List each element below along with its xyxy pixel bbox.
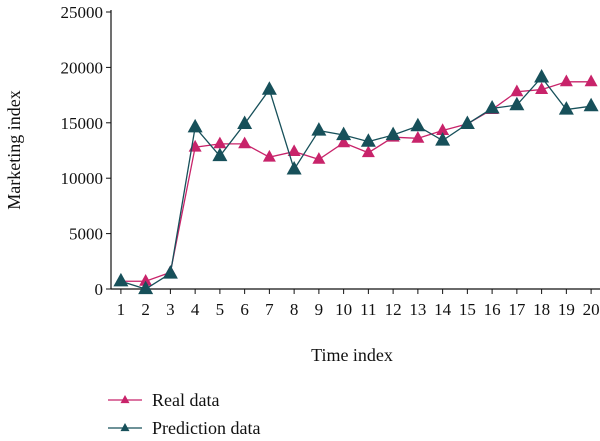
data-point <box>410 117 426 132</box>
x-tick-label: 5 <box>216 300 225 319</box>
data-point <box>187 118 203 133</box>
legend-marker <box>120 422 130 432</box>
x-tick-label: 2 <box>141 300 150 319</box>
y-axis-ticks: 0 5000 10000 15000 20000 25000 <box>61 3 111 299</box>
data-point <box>436 123 450 136</box>
x-tick-label: 3 <box>166 300 175 319</box>
series-2 <box>113 69 599 295</box>
x-tick-label: 12 <box>385 300 402 319</box>
data-point <box>558 101 574 115</box>
x-tick-label: 1 <box>117 300 126 319</box>
data-point <box>113 272 129 287</box>
data-point <box>385 126 401 141</box>
x-tick-label: 18 <box>533 300 550 319</box>
data-point <box>484 100 500 114</box>
data-point <box>435 132 451 146</box>
data-point <box>510 84 524 97</box>
legend-marker <box>120 394 130 404</box>
x-tick-label: 13 <box>409 300 426 319</box>
legend-item: Prediction data <box>108 418 260 438</box>
data-point <box>237 115 253 130</box>
data-point <box>584 74 598 87</box>
data-point <box>162 265 178 279</box>
data-point <box>262 149 276 162</box>
series-1 <box>114 74 598 286</box>
data-point <box>360 133 376 147</box>
x-tick-label: 19 <box>558 300 575 319</box>
data-point <box>312 152 326 164</box>
data-point <box>287 144 301 157</box>
x-tick-label: 15 <box>459 300 476 319</box>
legend-label: Prediction data <box>152 418 260 438</box>
data-point <box>286 160 302 175</box>
y-tick-label: 15000 <box>61 114 104 133</box>
data-point <box>212 147 228 162</box>
data-point <box>138 280 154 295</box>
chart-axes <box>110 10 600 290</box>
x-tick-label: 7 <box>265 300 274 319</box>
data-point <box>188 139 202 152</box>
x-tick-label: 17 <box>508 300 526 319</box>
x-tick-label: 20 <box>583 300 600 319</box>
y-tick-label: 5000 <box>69 225 103 244</box>
x-tick-label: 9 <box>315 300 324 319</box>
y-tick-label: 0 <box>95 280 104 299</box>
legend-label: Real data <box>152 390 219 410</box>
legend: Real data Prediction data <box>108 390 260 438</box>
data-point <box>459 115 475 130</box>
y-tick-label: 20000 <box>61 58 104 77</box>
data-point <box>583 97 599 112</box>
data-point <box>559 74 573 87</box>
data-point <box>238 136 252 149</box>
y-axis-label: Marketing index <box>4 90 24 209</box>
x-tick-label: 16 <box>484 300 501 319</box>
x-tick-label: 8 <box>290 300 299 319</box>
series-line <box>120 81 592 282</box>
y-tick-label: 25000 <box>61 3 104 22</box>
x-tick-label: 4 <box>191 300 200 319</box>
data-point <box>213 136 227 149</box>
x-tick-label: 14 <box>434 300 452 319</box>
y-tick-label: 10000 <box>61 169 104 188</box>
data-point <box>411 131 425 143</box>
data-point <box>535 82 549 95</box>
data-point <box>336 126 352 141</box>
x-tick-label: 6 <box>240 300 249 319</box>
data-point <box>509 96 525 111</box>
data-point <box>139 273 153 286</box>
x-axis-label: Time index <box>311 345 393 365</box>
data-point <box>311 122 327 136</box>
legend-item: Real data <box>108 390 219 410</box>
x-tick-label: 11 <box>360 300 376 319</box>
data-point <box>261 81 277 95</box>
x-axis-ticks: 1 2 3 4 5 6 7 8 9 10 11 12 13 14 15 16 17 18 19 20 <box>117 289 600 319</box>
x-tick-label: 10 <box>335 300 352 319</box>
data-point <box>534 69 550 83</box>
data-point <box>361 145 375 158</box>
data-point <box>337 135 351 148</box>
series-layer <box>113 69 599 295</box>
